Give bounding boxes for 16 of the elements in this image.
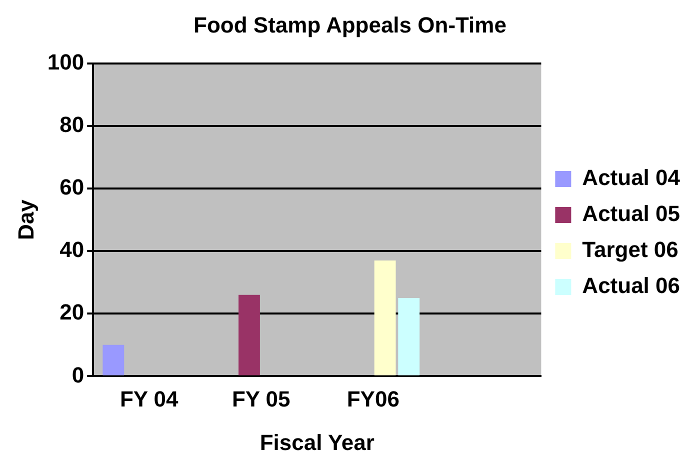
x-tick-label: FY 05 [232,386,290,412]
legend-label: Target 06 [582,237,678,262]
chart-title: Food Stamp Appeals On-Time [194,12,506,38]
legend-label: Actual 05 [582,201,680,226]
y-tick-label: 40 [60,237,84,262]
y-tick-label: 0 [72,362,84,388]
y-axis-title: Day [13,198,38,240]
x-tick-label: FY 04 [120,386,180,412]
x-tick-label: FY06 [346,386,400,412]
legend-label: Actual 04 [582,165,681,190]
y-tick-label: 60 [60,174,84,200]
y-tick-label: 20 [60,300,84,325]
x-axis-title: Fiscal Year [260,430,375,455]
legend-label: Actual 06 [582,273,680,298]
y-tick-label: 100 [47,49,84,74]
y-tick-label: 80 [60,112,84,138]
